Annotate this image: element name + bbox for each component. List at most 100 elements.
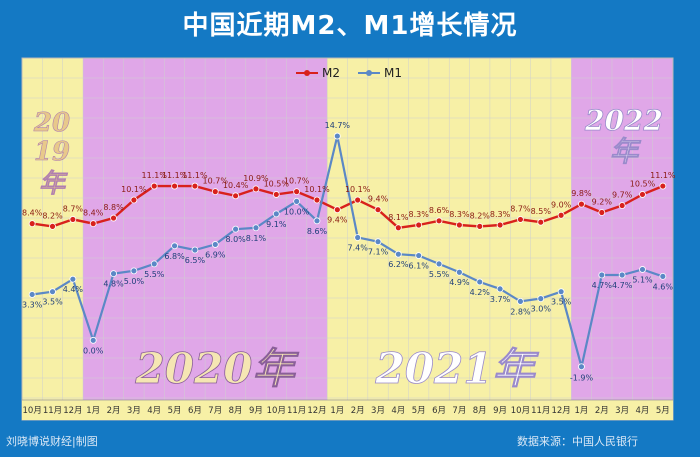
point-M1 <box>89 336 97 344</box>
data-label-M2: 8.4% <box>83 209 104 218</box>
point-M1 <box>455 268 463 276</box>
point-M2 <box>232 192 240 200</box>
point-M2 <box>130 196 138 204</box>
x-tick-label: 1月 <box>574 406 588 416</box>
year-2022-top-label: 2022 <box>584 104 663 137</box>
point-M2 <box>211 188 219 196</box>
point-M2 <box>69 216 77 223</box>
point-M1 <box>232 225 240 233</box>
point-M1 <box>293 197 301 205</box>
data-label-M1: -1.9% <box>570 374 594 383</box>
x-tick-label: 12月 <box>63 406 82 416</box>
data-label-M2: 9.4% <box>368 195 389 204</box>
point-M1 <box>659 272 667 280</box>
credit-text: 刘晓博说财经|制图 <box>6 435 98 448</box>
data-label-M1: 3.7% <box>490 295 511 304</box>
x-tick-label: 10月 <box>511 406 530 416</box>
legend-swatch-dot-M2 <box>304 70 310 76</box>
point-M2 <box>171 182 178 190</box>
x-tick-label: 5月 <box>168 406 182 416</box>
data-label-M1: 6.9% <box>205 250 226 259</box>
data-label-M2: 8.4% <box>22 209 43 218</box>
chart-title: 中国近期M2、M1增长情况 <box>182 11 518 41</box>
data-label-M1: 5.5% <box>144 270 165 279</box>
data-label-M1: 0.0% <box>83 346 104 355</box>
point-M1 <box>517 298 524 305</box>
data-labels: 8.4% 8.2%8.7% 8.4%8.8%10.1%11.1%11.1%11.1%… <box>22 121 676 383</box>
x-tick-label: 3月 <box>615 406 629 416</box>
point-M2 <box>415 221 423 229</box>
data-label-M1: 4.7% <box>592 281 613 290</box>
point-M1 <box>435 260 443 268</box>
data-label-M1: 3.0% <box>531 305 552 314</box>
point-M1 <box>374 238 382 246</box>
data-label-M1: 4.8% <box>103 280 124 289</box>
data-label-M1: 6.5% <box>185 256 206 265</box>
year-2021-label: 2021年 <box>375 344 540 393</box>
data-label-M1: 4.9% <box>449 278 470 287</box>
x-tick-label: 1月 <box>86 406 100 416</box>
data-label-M2: 10.5% <box>630 179 656 188</box>
x-tick-label: 4月 <box>391 406 405 416</box>
x-tick-label: 6月 <box>188 406 202 416</box>
point-M2 <box>598 209 606 216</box>
x-tick-label: 4月 <box>636 406 650 416</box>
data-label-M1: 5.0% <box>124 277 145 286</box>
data-label-M2: 11.1% <box>182 171 208 180</box>
point-M1 <box>150 260 158 268</box>
x-tick-label: 5月 <box>656 406 670 416</box>
legend-label-M2: M2 <box>322 66 340 80</box>
data-label-M1: 8.6% <box>307 227 328 236</box>
point-M2 <box>639 191 646 198</box>
point-M2 <box>313 196 321 204</box>
point-M2 <box>476 222 484 230</box>
point-M2 <box>618 202 626 209</box>
data-label-M1: 14.7% <box>325 121 351 130</box>
x-tick-label: 3月 <box>127 406 141 416</box>
data-label-M2: 10.1% <box>304 185 330 194</box>
data-label-M1: 3.5% <box>551 298 572 307</box>
data-label-M2: 9.8% <box>571 189 592 198</box>
source-text: 数据来源：中国人民银行 <box>517 435 638 448</box>
data-label-M1: 8.0% <box>225 235 246 244</box>
point-M1 <box>191 246 199 254</box>
x-tick-label: 6月 <box>432 406 446 416</box>
point-M2 <box>150 182 158 190</box>
data-label-M2: 8.2% <box>42 211 63 220</box>
data-label-M1: 4.6% <box>653 282 674 291</box>
data-label-M1: 7.1% <box>368 248 389 257</box>
x-tick-label: 10月 <box>267 406 286 416</box>
data-label-M2: 10.5% <box>264 179 290 188</box>
point-M1 <box>415 252 423 259</box>
x-tick-label: 8月 <box>473 406 487 416</box>
data-label-M2: 8.5% <box>531 207 552 216</box>
x-tick-label: 1月 <box>330 406 344 416</box>
point-M1 <box>333 132 341 140</box>
point-M1 <box>28 291 36 298</box>
data-label-M1: 6.8% <box>164 252 185 261</box>
year-2022-bottom-label: 年 <box>610 135 642 168</box>
data-label-M2: 10.7% <box>284 177 310 186</box>
point-M1 <box>130 267 138 275</box>
data-label-M1: 4.4% <box>63 285 84 294</box>
point-M2 <box>455 221 463 229</box>
point-M1 <box>171 242 178 250</box>
data-label-M2: 9.0% <box>551 200 572 209</box>
data-label-M2: 9.7% <box>612 191 633 200</box>
series-line-M2 <box>32 184 664 230</box>
data-label-M2: 11.1% <box>142 171 168 180</box>
point-M2 <box>496 221 504 229</box>
x-tick-label: 2月 <box>595 406 609 416</box>
data-label-M1: 7.4% <box>348 243 369 252</box>
data-label-M2: 9.2% <box>592 197 613 206</box>
point-M1 <box>354 234 362 241</box>
data-label-M1: 6.2% <box>388 260 409 269</box>
point-M2 <box>557 211 565 219</box>
point-M2 <box>293 188 301 196</box>
point-M1 <box>537 295 545 303</box>
year-2019-top-label: 20 <box>33 108 70 138</box>
point-M1 <box>557 288 565 296</box>
point-M2 <box>49 222 56 230</box>
point-M2 <box>272 191 280 198</box>
